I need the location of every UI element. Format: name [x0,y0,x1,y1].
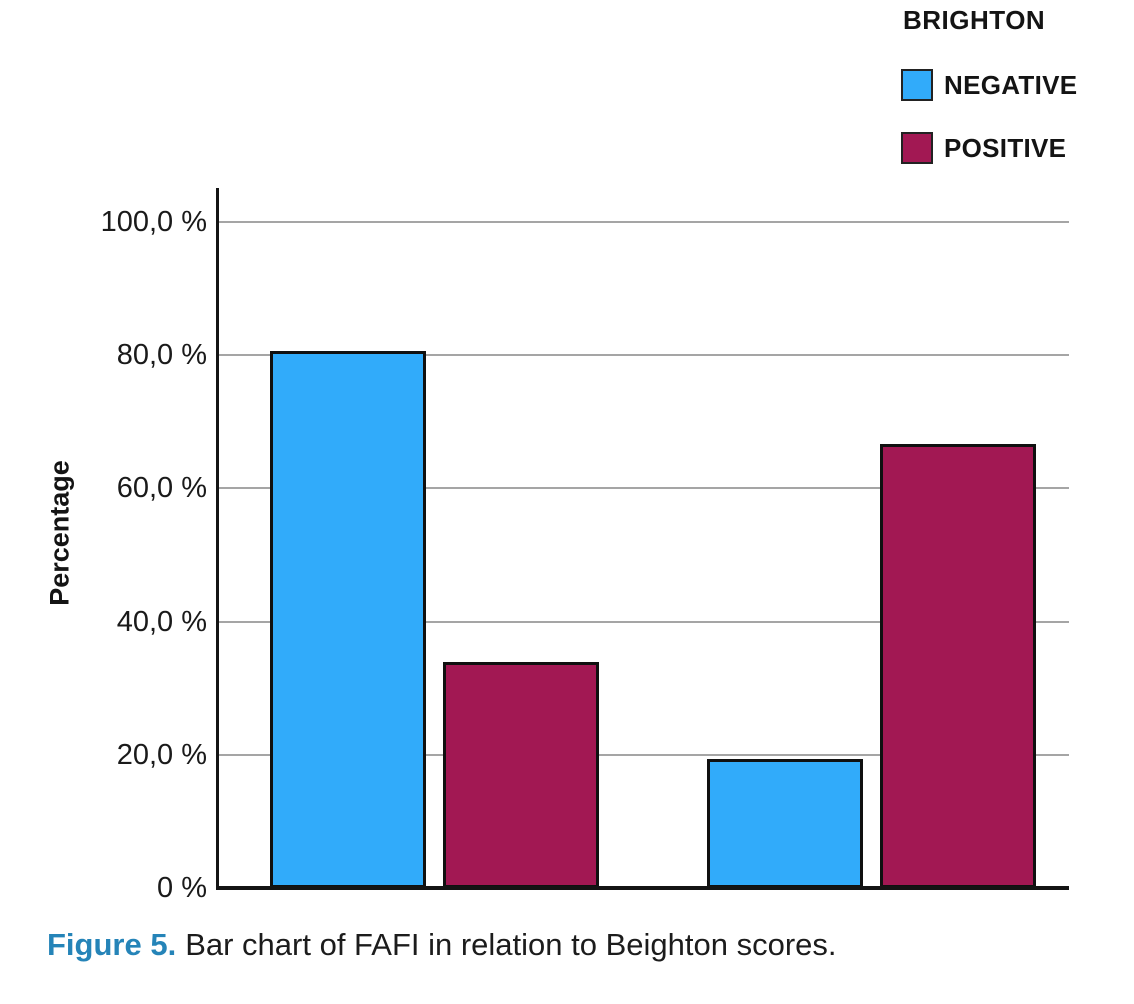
legend-item-negative: NEGATIVE [901,69,1077,101]
bar-positive-group1 [443,662,599,888]
gridline-80 [218,354,1069,357]
y-axis-line [216,188,219,889]
gridline-20 [218,753,1069,756]
x-axis-line [216,886,1069,890]
legend-label-positive: POSITIVE [944,132,1067,163]
y-tick-label-80: 80,0 % [116,339,207,372]
gridline-100 [218,221,1069,223]
bar-negative-group1 [270,351,426,888]
y-tick-label-20: 20,0 % [116,738,207,771]
bar-positive-group2 [880,444,1036,888]
legend-title: BRIGHTON [903,5,1046,35]
chart-legend: BRIGHTON NEGATIVE POSITIVE [901,4,1077,164]
caption-text: Bar chart of FAFI in relation to Beighto… [185,927,837,962]
caption-label: Figure 5. [47,927,177,962]
legend-swatch-positive [901,132,933,164]
gridline-60 [218,487,1069,490]
y-tick-label-0: 0 % [157,872,207,904]
legend-swatch-negative [901,69,933,101]
y-tick-label-60: 60,0 % [116,472,207,505]
bar-negative-group2 [707,759,863,888]
y-tick-label-100: 100,0 % [100,206,207,238]
figure-caption: Figure 5. Bar chart of FAFI in relation t… [47,926,837,964]
legend-item-positive: POSITIVE [901,132,1077,164]
legend-label-negative: NEGATIVE [944,69,1078,100]
y-tick-label-40: 40,0 % [116,605,207,638]
gridline-40 [218,620,1069,623]
